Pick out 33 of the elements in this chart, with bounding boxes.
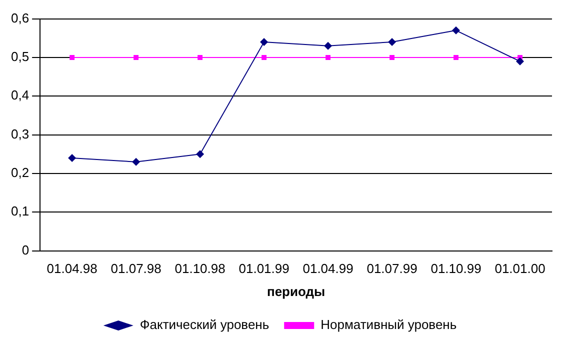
point [260, 38, 268, 46]
x-tick-label: 01.01.00 [494, 261, 546, 276]
y-tick-label: 0 [22, 242, 30, 258]
y-tick-label: 0,1 [10, 204, 30, 219]
point [70, 54, 75, 60]
point [326, 54, 331, 60]
x-tick-label: 01.10.98 [174, 261, 226, 276]
x-tick-label: 01.10.99 [430, 261, 482, 276]
point [452, 26, 460, 34]
x-tick-label: 01.04.99 [302, 261, 354, 276]
point [196, 150, 204, 158]
y-tick-label: 0,2 [10, 165, 30, 180]
legend-label: Фактический уровень [140, 317, 270, 332]
point [324, 42, 332, 50]
x-tick-label: 01.07.98 [110, 261, 162, 276]
x-tick-label: 01.04.98 [46, 261, 98, 276]
point [68, 154, 76, 162]
point [198, 54, 203, 60]
point [390, 54, 394, 60]
point [516, 57, 524, 66]
legend-label: Нормативный уровень [320, 317, 457, 332]
point [262, 54, 267, 60]
x-tick-label: 01.07.99 [366, 261, 418, 276]
x-axis-title: периоды [266, 284, 326, 299]
y-tick-label: 0,6 [10, 10, 30, 26]
y-tick-label: 0,5 [10, 49, 30, 64]
point [134, 54, 139, 60]
x-tick-label: 01.01.99 [238, 261, 290, 276]
point [388, 38, 396, 46]
point [454, 54, 458, 60]
y-tick-label: 0,3 [10, 126, 30, 142]
point [132, 158, 140, 166]
y-tick-label: 0,4 [10, 88, 30, 103]
